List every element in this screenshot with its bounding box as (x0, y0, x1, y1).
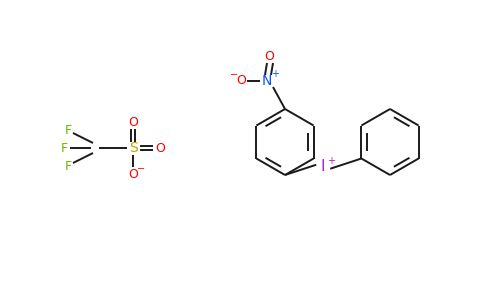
Text: O: O (236, 74, 246, 88)
Text: F: F (60, 142, 68, 154)
Text: +: + (327, 156, 335, 166)
Text: +: + (271, 69, 279, 79)
Text: I: I (321, 159, 325, 174)
Text: F: F (64, 124, 72, 136)
Text: O: O (155, 142, 165, 154)
Text: N: N (262, 74, 272, 88)
Text: O: O (264, 50, 274, 62)
Text: O: O (128, 167, 138, 181)
Text: −: − (137, 164, 145, 174)
Text: F: F (64, 160, 72, 172)
Text: S: S (129, 141, 137, 155)
Text: O: O (128, 116, 138, 128)
Text: −: − (230, 70, 238, 80)
